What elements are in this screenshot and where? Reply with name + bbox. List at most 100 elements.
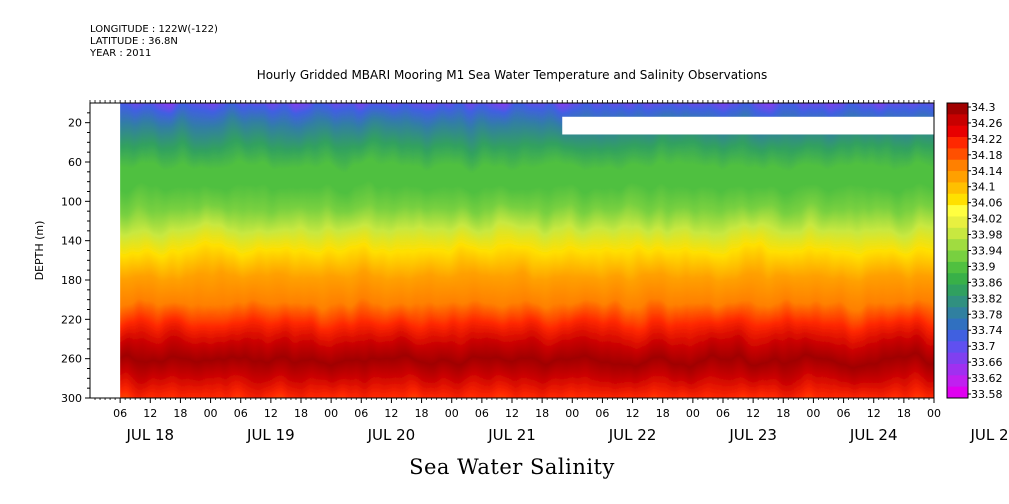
x-date-label: JUL 21	[487, 426, 536, 444]
colorbar-label: 34.3	[971, 101, 996, 114]
colorbar-label: 34.18	[971, 149, 1003, 162]
colorbar-swatch	[947, 363, 968, 376]
x-tick-label: 12	[746, 407, 760, 420]
colorbar-swatch	[947, 250, 968, 263]
y-tick-label: 260	[61, 353, 82, 366]
no-data-region	[90, 103, 121, 398]
colorbar-label: 33.9	[971, 260, 996, 273]
x-tick-label: 06	[475, 407, 489, 420]
colorbar-label: 33.58	[971, 388, 1003, 401]
y-tick-label: 20	[68, 117, 82, 130]
x-tick-label: 00	[204, 407, 218, 420]
salinity-field	[90, 103, 934, 398]
colorbar-label: 34.06	[971, 197, 1003, 210]
x-tick-label: 06	[354, 407, 368, 420]
colorbar-label: 33.98	[971, 229, 1003, 242]
x-date-label: JUL 20	[367, 426, 416, 444]
x-tick-label: 06	[595, 407, 609, 420]
colorbar-label: 33.62	[971, 372, 1003, 385]
x-tick-label: 06	[716, 407, 730, 420]
latitude-label: LATITUDE : 36.8N	[90, 36, 178, 47]
x-date-label: JUL 19	[246, 426, 295, 444]
y-axis-label: DEPTH (m)	[33, 221, 46, 281]
x-tick-label: 12	[384, 407, 398, 420]
colorbar-label: 33.78	[971, 308, 1003, 321]
x-date-label: JUL 22	[608, 426, 657, 444]
colorbar-swatch	[947, 352, 968, 365]
colorbar-swatch	[947, 114, 968, 127]
colorbar-swatch	[947, 239, 968, 251]
y-tick-label: 60	[68, 156, 82, 169]
y-tick-label: 140	[61, 235, 82, 248]
colorbar-label: 33.82	[971, 292, 1003, 305]
x-tick-label: 18	[656, 407, 670, 420]
colorbar-swatch	[947, 386, 968, 399]
plot-layer	[90, 103, 934, 398]
x-date-label: JUL 23	[728, 426, 777, 444]
colorbar-swatch	[947, 227, 968, 240]
x-tick-label: 18	[294, 407, 308, 420]
colorbar-swatch	[947, 182, 968, 195]
x-date-label: JUL 24	[849, 426, 898, 444]
x-tick-label: 12	[143, 407, 157, 420]
year-label: YEAR : 2011	[90, 48, 152, 59]
colorbar-label: 34.22	[971, 133, 1003, 146]
colorbar-label: 33.7	[971, 340, 996, 353]
colorbar-label: 34.26	[971, 117, 1003, 130]
colorbar-swatch	[947, 148, 968, 161]
x-tick-label: 18	[415, 407, 429, 420]
y-tick-label: 180	[61, 274, 82, 287]
x-tick-label: 12	[505, 407, 519, 420]
x-tick-label: 00	[565, 407, 579, 420]
colorbar-swatch	[947, 159, 968, 172]
colorbar-layer: 34.3 34.26 34.22 34.18 34.14 34.1 34.06 34.02 33…	[946, 101, 1003, 401]
y-tick-label: 300	[61, 392, 82, 405]
colorbar-swatch	[947, 318, 968, 331]
colorbar-swatch	[947, 307, 968, 319]
x-tick-label: 18	[776, 407, 790, 420]
colorbar-swatch	[947, 261, 968, 274]
x-tick-label: 06	[837, 407, 851, 420]
colorbar-label: 33.94	[971, 245, 1003, 258]
colorbar-label: 34.14	[971, 165, 1003, 178]
colorbar-label: 33.86	[971, 276, 1003, 289]
colorbar-swatch	[947, 125, 968, 138]
colorbar-swatch	[947, 193, 968, 206]
salinity-contours	[90, 103, 934, 398]
x-tick-label: 12	[626, 407, 640, 420]
colorbar-swatch	[947, 273, 968, 285]
colorbar-label: 34.1	[971, 181, 996, 194]
axes-layer: 20 60 100 140 180 220 260 300 DEPTH (m) 06 12 18 00 0…	[33, 100, 1009, 444]
x-tick-label: 00	[324, 407, 338, 420]
x-tick-label: 18	[897, 407, 911, 420]
x-tick-label: 12	[867, 407, 881, 420]
colorbar-label: 33.74	[971, 324, 1003, 337]
x-tick-label: 00	[806, 407, 820, 420]
chart-title: Hourly Gridded MBARI Mooring M1 Sea Wate…	[256, 68, 768, 82]
x-tick-label: 06	[113, 407, 127, 420]
x-tick-label: 00	[445, 407, 459, 420]
x-tick-label: 00	[686, 407, 700, 420]
colorbar-swatch	[947, 295, 968, 308]
x-tick-label: 06	[234, 407, 248, 420]
metadata-block: LONGITUDE : 122W(-122) LATITUDE : 36.8N …	[90, 24, 218, 60]
variable-label: Sea Water Salinity	[409, 455, 615, 479]
x-date-label: JUL 18	[125, 426, 174, 444]
x-tick-label: 18	[535, 407, 549, 420]
colorbar-label: 33.66	[971, 356, 1003, 369]
no-data-region	[562, 116, 934, 135]
colorbar-swatch	[947, 375, 968, 388]
colorbar-swatch	[947, 284, 968, 297]
longitude-label: LONGITUDE : 122W(-122)	[90, 24, 218, 35]
x-tick-label: 12	[264, 407, 278, 420]
colorbar-swatch	[947, 171, 968, 183]
y-tick-label: 100	[61, 195, 82, 208]
colorbar-label: 34.02	[971, 213, 1003, 226]
colorbar-swatch	[947, 137, 968, 149]
colorbar-swatch	[947, 216, 968, 229]
colorbar-swatch	[947, 103, 968, 115]
x-tick-label: 00	[927, 407, 941, 420]
y-tick-label: 220	[61, 313, 82, 326]
x-date-label: JUL 25	[969, 426, 1009, 444]
